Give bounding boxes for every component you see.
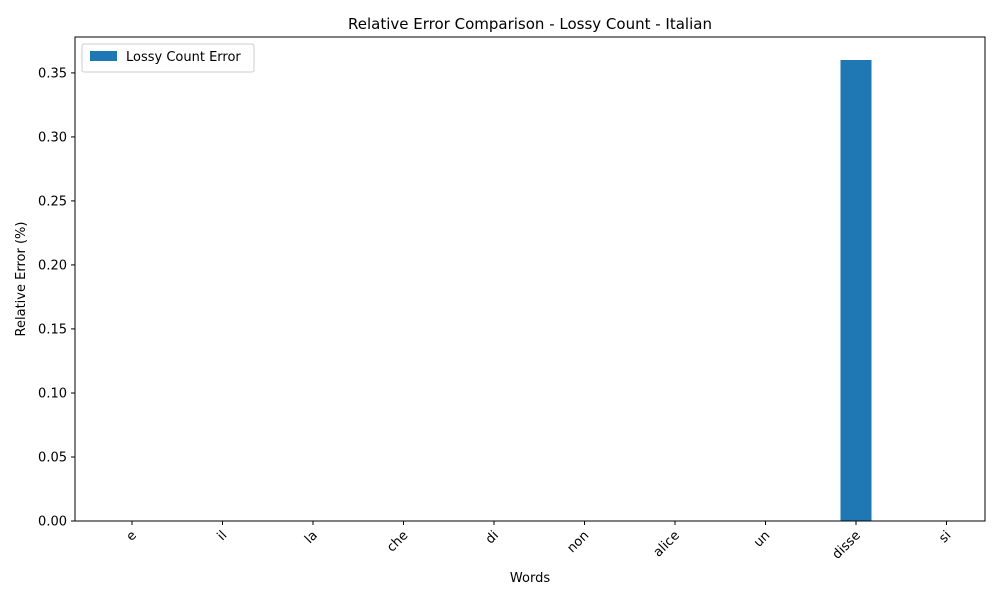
legend: Lossy Count Error	[81, 43, 255, 73]
x-tick-label: alice	[651, 528, 683, 560]
x-tick-label: il	[215, 528, 231, 544]
y-tick-label: 0.00	[38, 515, 67, 530]
x-axis-label: Words	[510, 571, 550, 586]
x-tick-label: che	[384, 528, 411, 555]
y-tick-label: 0.15	[38, 322, 67, 337]
y-tick-label: 0.20	[38, 258, 67, 273]
y-tick-label: 0.25	[38, 194, 67, 209]
bar-disse	[840, 60, 872, 521]
x-tick-label: e	[124, 528, 140, 544]
x-axis-ticks: e il la che di non alice un disse si	[124, 521, 954, 562]
y-tick-label: 0.35	[38, 66, 67, 81]
x-tick-label: disse	[830, 528, 864, 562]
legend-label: Lossy Count Error	[126, 50, 241, 65]
legend-box	[81, 43, 255, 73]
x-tick-label: la	[302, 528, 321, 547]
y-axis-ticks: 0.00 0.05 0.10 0.15 0.20 0.25 0.30 0.35	[38, 66, 75, 530]
y-tick-label: 0.05	[38, 451, 67, 466]
plot-frame	[74, 36, 986, 522]
legend-swatch	[90, 51, 117, 61]
x-tick-label: non	[564, 528, 592, 556]
bars-group	[840, 60, 872, 521]
y-axis-label: Relative Error (%)	[14, 222, 29, 337]
chart-title: Relative Error Comparison - Lossy Count …	[348, 15, 712, 33]
x-tick-label: si	[936, 528, 954, 546]
y-tick-label: 0.30	[38, 130, 67, 145]
y-tick-label: 0.10	[38, 387, 67, 402]
x-tick-label: di	[483, 528, 502, 547]
x-tick-label: un	[751, 528, 773, 550]
